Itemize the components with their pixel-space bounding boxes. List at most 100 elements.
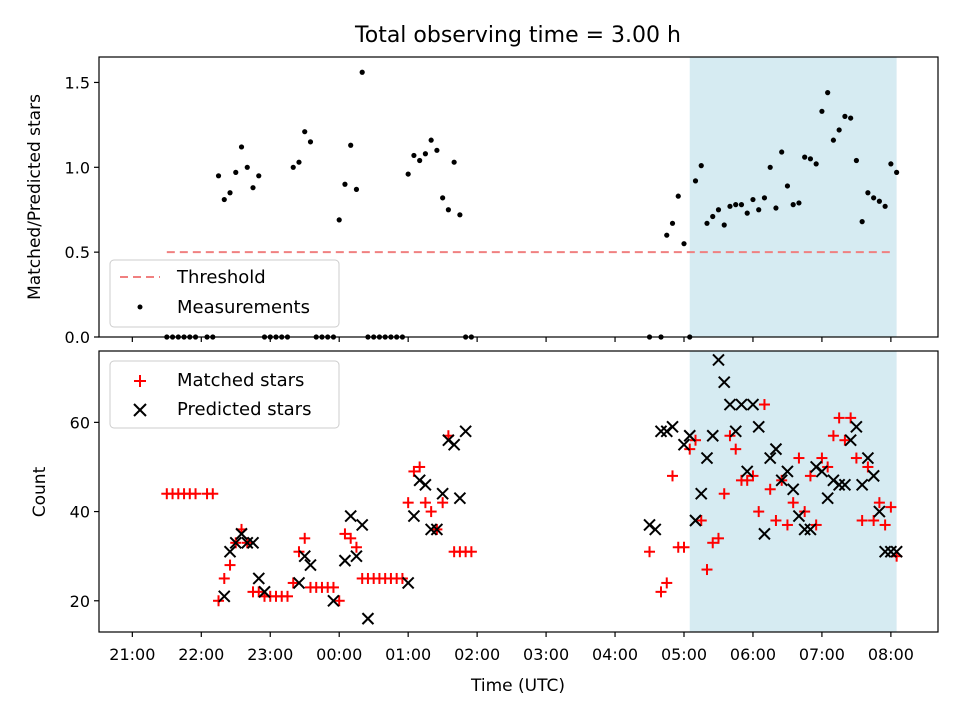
- measurement-point: [238, 144, 245, 150]
- measurement-point: [836, 127, 842, 133]
- predicted-star-point: [821, 491, 834, 505]
- predicted-star-point: [252, 572, 265, 585]
- x-tick-label: 04:00: [592, 645, 638, 664]
- predicted-star-point: [258, 585, 271, 599]
- measurement-point: [819, 108, 825, 114]
- matched-star-point: [281, 590, 293, 602]
- predicted-star-point: [292, 576, 306, 590]
- measurement-point: [859, 219, 865, 225]
- matched-star-point: [339, 528, 351, 540]
- predicted-star-point: [873, 505, 886, 518]
- matched-star-point: [667, 470, 679, 482]
- x-tick-label: 03:00: [523, 645, 569, 664]
- measurement-point: [825, 90, 831, 96]
- measurement-point: [440, 195, 446, 201]
- predicted-star-point: [459, 425, 472, 438]
- predicted-star-point: [436, 487, 449, 500]
- measurement-point: [773, 205, 779, 211]
- measurement-point: [457, 212, 463, 218]
- measurement-point: [779, 149, 785, 155]
- bottom-y-ticks: 20 40 60: [70, 413, 99, 611]
- measurement-point: [882, 203, 888, 209]
- chart-title: Total observing time = 3.00 h: [354, 23, 681, 48]
- measurement-point: [796, 200, 802, 206]
- predicted-star-point: [832, 478, 846, 492]
- top-panel: 0.0 0.5 1.0 1.5 Matched/Predicted stars Thr…: [25, 56, 939, 347]
- measurement-point: [296, 159, 302, 165]
- measurement-point: [853, 157, 859, 164]
- legend-matched-label: Matched stars: [177, 370, 304, 391]
- matched-star-point: [753, 506, 765, 518]
- matched-star-point: [781, 519, 793, 531]
- matched-star-point: [345, 532, 357, 544]
- predicted-star-point: [666, 420, 679, 434]
- predicted-star-point: [344, 509, 357, 523]
- matched-star-point: [804, 470, 816, 482]
- top-legend: Threshold Measurements: [109, 259, 340, 328]
- measurement-point: [813, 161, 819, 167]
- predicted-star-point: [718, 376, 731, 389]
- predicted-star-point: [246, 536, 260, 550]
- bottom-x-ticks: 21:00 22:00 23:00 00:00 01:00 02:00 03:00 04:00…: [109, 632, 914, 664]
- predicted-star-point: [729, 425, 742, 438]
- legend-threshold-label: Threshold: [176, 267, 266, 288]
- measurement-point: [359, 69, 365, 75]
- matched-star-point: [707, 537, 719, 549]
- predicted-star-point: [453, 491, 467, 505]
- top-y-tick-label: 1.5: [65, 73, 90, 92]
- x-tick-label: 22:00: [178, 645, 224, 664]
- matched-star-point: [207, 488, 219, 500]
- predicted-star-point: [735, 398, 748, 411]
- measurement-point: [233, 169, 239, 175]
- predicted-star-point: [763, 451, 777, 465]
- top-highlight-span: [689, 57, 897, 337]
- predicted-star-point: [407, 509, 421, 523]
- measurement-point: [715, 207, 722, 213]
- matched-star-point: [414, 461, 426, 473]
- measurement-point: [227, 190, 233, 196]
- matched-star-point: [845, 412, 857, 424]
- measurement-point: [830, 137, 837, 143]
- top-legend-box: [109, 259, 340, 328]
- predicted-star-point: [229, 536, 242, 550]
- measurement-point: [756, 207, 762, 213]
- predicted-star-point: [844, 433, 857, 447]
- matched-star-point: [350, 541, 362, 553]
- matched-star-point: [253, 586, 265, 598]
- matched-star-point: [879, 519, 891, 531]
- x-tick-label: 00:00: [316, 645, 362, 664]
- matched-star-point: [839, 434, 851, 446]
- matched-star-point: [764, 483, 776, 495]
- matched-star-point: [833, 412, 845, 424]
- bottom-legend: Matched stars Predicted stars: [109, 360, 340, 429]
- predicted-star-point: [781, 465, 794, 478]
- measurement-point: [290, 164, 296, 170]
- predicted-star-point: [361, 612, 375, 625]
- measurement-point: [664, 232, 670, 238]
- matched-star-point: [787, 497, 799, 509]
- predicted-star-point: [838, 478, 852, 492]
- predicted-star-point: [689, 514, 702, 527]
- measurement-point: [434, 147, 440, 153]
- measurement-point: [428, 137, 434, 143]
- predicted-star-point: [401, 576, 415, 590]
- matched-star-point: [827, 430, 839, 442]
- bottom-legend-box: [109, 360, 340, 429]
- predicted-star-point: [746, 398, 760, 411]
- matched-star-point: [224, 559, 236, 571]
- top-y-axis-label: Matched/Predicted stars: [25, 94, 45, 300]
- measurement-point: [710, 213, 716, 220]
- measurement-point: [256, 173, 262, 179]
- legend-measurements-label: Measurements: [177, 297, 310, 318]
- predicted-star-point: [447, 438, 461, 451]
- top-y-tick-label: 0.5: [65, 243, 90, 262]
- matched-star-point: [850, 452, 862, 464]
- predicted-star-point: [218, 590, 231, 603]
- measurement-point: [807, 156, 814, 162]
- measurement-point: [738, 202, 745, 208]
- measurement-point: [802, 154, 808, 160]
- predicted-star-point: [683, 429, 696, 442]
- predicted-star-point: [235, 527, 248, 541]
- predicted-star-point: [798, 523, 811, 536]
- top-x-ticks: [131, 337, 892, 342]
